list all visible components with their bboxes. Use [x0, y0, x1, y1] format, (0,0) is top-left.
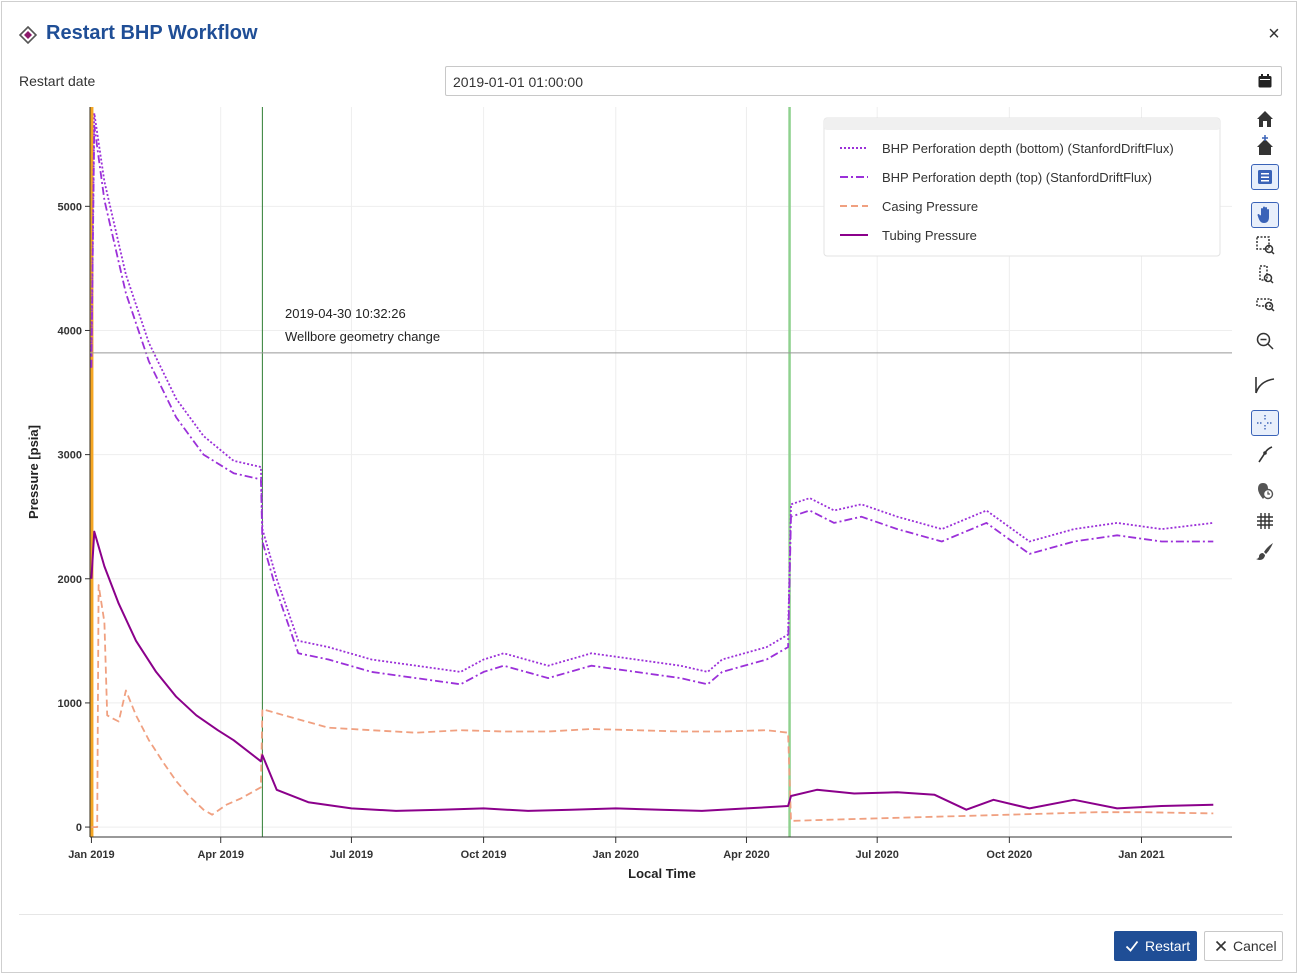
restart-date-input[interactable]: 2019-01-01 01:00:00 [445, 66, 1282, 96]
grid-icon [1257, 513, 1273, 529]
restart-button[interactable]: Restart [1114, 931, 1197, 961]
legend-label: BHP Perforation depth (bottom) (Stanford… [882, 141, 1174, 156]
x-tick-label: Apr 2020 [723, 849, 769, 861]
x-tick-label: Jan 2019 [68, 849, 114, 861]
chart-svg[interactable]: 0 1000 2000 3000 4000 5000 Jan 2019 Apr 2019 Jul… [2, 102, 1299, 892]
x-tick-label: Jan 2020 [593, 849, 639, 861]
line-select-tool[interactable] [1251, 440, 1279, 466]
series-lines [90, 112, 1214, 828]
home-icon [1257, 111, 1273, 127]
y-tick-label: 1000 [58, 698, 82, 710]
reset-home-tool[interactable] [1251, 133, 1279, 159]
line-select-icon [1258, 446, 1273, 463]
series-line [90, 112, 1214, 673]
y-tick-label: 5000 [58, 201, 82, 213]
home-tool[interactable] [1251, 106, 1279, 132]
grid-tool[interactable] [1251, 508, 1279, 534]
y-tick-label: 4000 [58, 325, 82, 337]
y-zoom-tool[interactable] [1251, 261, 1279, 287]
close-button[interactable]: × [1268, 23, 1280, 45]
check-icon [1125, 940, 1139, 952]
crosshair-tool[interactable] [1251, 410, 1279, 436]
x-tick-label: Oct 2019 [461, 849, 507, 861]
workflow-icon [19, 26, 37, 44]
calendar-icon[interactable] [1257, 73, 1273, 89]
series-line [91, 584, 1214, 828]
zoom-out-icon [1256, 332, 1274, 350]
x-tick-label: Jul 2020 [855, 849, 898, 861]
x-tick-label: Jul 2019 [330, 849, 373, 861]
y-axis-title: Pressure [psia] [26, 425, 41, 519]
box-zoom-icon [1256, 236, 1275, 255]
curve-tool[interactable] [1251, 372, 1279, 398]
legend-toggle-tool[interactable] [1251, 164, 1279, 190]
x-zoom-icon [1256, 298, 1275, 312]
pan-tool[interactable] [1251, 202, 1279, 228]
grid [90, 107, 1232, 837]
x-tick-label: Jan 2021 [1118, 849, 1164, 861]
restart-date-label: Restart date [19, 73, 96, 89]
legend-label: Casing Pressure [882, 199, 978, 214]
legend-toggle-icon [1258, 170, 1272, 184]
dialog-title: Restart BHP Workflow [46, 22, 258, 44]
x-axis-title: Local Time [628, 866, 696, 881]
reset-home-icon [1257, 135, 1273, 155]
restart-button-label: Restart [1145, 938, 1191, 954]
annotation-text: Wellbore geometry change [285, 329, 440, 344]
box-zoom-tool[interactable] [1251, 232, 1279, 258]
annotation-time: 2019-04-30 10:32:26 [285, 306, 406, 321]
legend-label: Tubing Pressure [882, 228, 977, 243]
legend[interactable]: BHP Perforation depth (bottom) (Stanford… [823, 117, 1221, 257]
brush-icon [1256, 543, 1273, 560]
hover-tool[interactable] [1251, 478, 1279, 504]
pressure-chart[interactable]: 0 1000 2000 3000 4000 5000 Jan 2019 Apr 2019 Jul… [2, 102, 1299, 892]
series-line [90, 530, 1214, 812]
y-tick-label: 3000 [58, 450, 82, 462]
event-lines [89, 107, 791, 837]
cancel-button[interactable]: Cancel [1204, 931, 1283, 961]
brush-tool[interactable] [1251, 538, 1279, 564]
x-zoom-tool[interactable] [1251, 291, 1279, 317]
y-tick-label: 0 [76, 822, 82, 834]
hover-icon [1258, 483, 1274, 500]
curve-icon [1255, 377, 1275, 394]
crosshair-icon [1257, 415, 1273, 431]
axes: 0 1000 2000 3000 4000 5000 Jan 2019 Apr 2019 Jul… [58, 107, 1232, 861]
x-tick-label: Apr 2019 [197, 849, 243, 861]
restart-date-value: 2019-01-01 01:00:00 [453, 74, 583, 90]
y-tick-label: 2000 [58, 574, 82, 586]
legend-label: BHP Perforation depth (top) (StanfordDri… [882, 170, 1152, 185]
footer-divider [19, 914, 1283, 915]
cancel-button-label: Cancel [1233, 938, 1277, 954]
cancel-x-icon [1215, 940, 1227, 952]
y-zoom-icon [1259, 265, 1274, 284]
pan-icon [1257, 206, 1269, 223]
legend-header [824, 118, 1220, 130]
x-tick-label: Oct 2020 [986, 849, 1032, 861]
series-line [90, 124, 1214, 686]
zoom-out-tool[interactable] [1251, 328, 1279, 354]
